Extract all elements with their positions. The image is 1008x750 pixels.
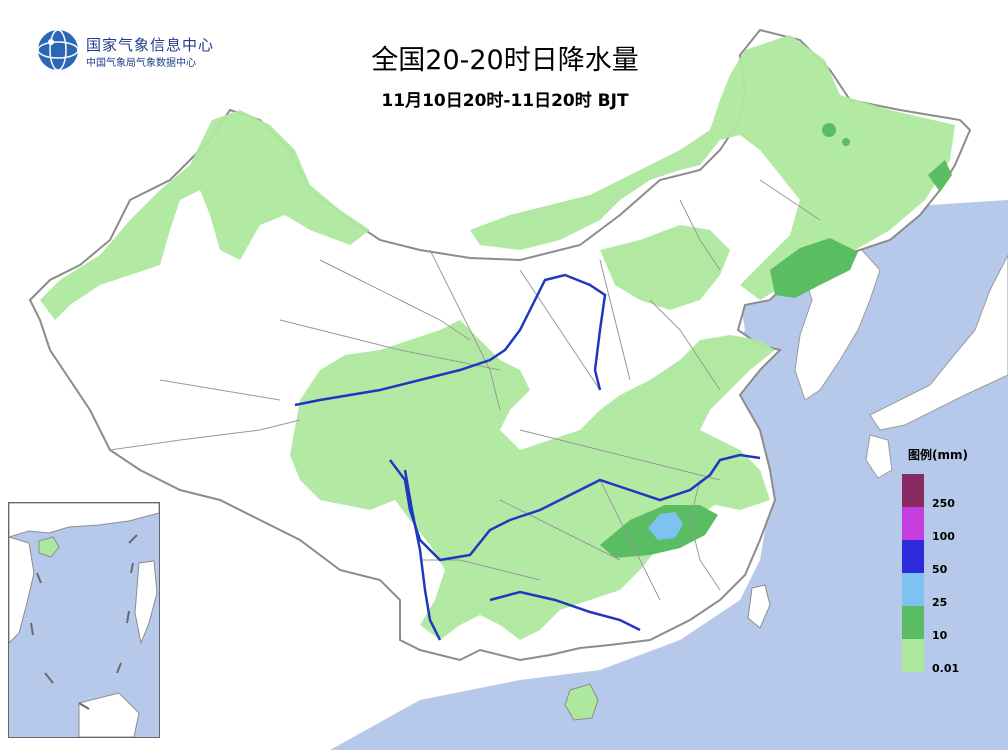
- legend-swatch-25: [902, 573, 924, 606]
- hainan-land: [564, 683, 599, 721]
- japan-land: [869, 254, 1008, 431]
- inset-borneo: [78, 692, 140, 737]
- legend-label-25: 25: [932, 596, 948, 609]
- legend-swatch-100: [902, 507, 924, 540]
- legend-swatch-10: [902, 606, 924, 639]
- inset-hainan: [38, 536, 60, 558]
- legend-label-10: 10: [932, 629, 948, 642]
- legend-label-250: 250: [932, 497, 955, 510]
- legend-swatch-250: [902, 474, 924, 507]
- legend-label-100: 100: [932, 530, 955, 543]
- inset-nine-dash-line: [30, 534, 138, 710]
- org-logo: 国家气象信息中心 中国气象局气象数据中心: [36, 28, 246, 78]
- legend: 图例(mm) 250 100 50 25 10 0.01: [900, 446, 990, 682]
- inset-map: [9, 503, 159, 737]
- precip-moderate-spot-1: [822, 123, 836, 137]
- precip-area-northeast: [470, 35, 955, 300]
- legend-title: 图例(mm): [908, 448, 968, 462]
- globe-icon: [37, 29, 79, 71]
- yangtze-river: [389, 453, 761, 562]
- precip-moderate-liaoning: [770, 238, 858, 298]
- japan-land-south: [865, 434, 893, 479]
- map-title: 全国20-20时日降水量: [371, 45, 639, 76]
- inset-philippines: [134, 560, 158, 645]
- inset-indochina: [9, 536, 35, 644]
- precip-area-southwest: [290, 320, 775, 640]
- lancang-river: [403, 469, 442, 641]
- precip-area-xinjiang-north: [40, 110, 370, 320]
- pearl-river: [489, 590, 641, 632]
- org-name: 国家气象信息中心: [86, 36, 215, 54]
- precip-area-north-china: [600, 225, 730, 310]
- legend-label-50: 50: [932, 563, 948, 576]
- map-subtitle: 11月10日20时-11日20时 BJT: [381, 91, 629, 111]
- south-china-sea-inset: [8, 502, 160, 738]
- rivers: [294, 273, 761, 641]
- precip-light-areas: [40, 35, 955, 640]
- legend-swatch-0-01: [902, 639, 924, 672]
- legend-swatch-50: [902, 540, 924, 573]
- precip-moderate-spot-2: [842, 138, 850, 146]
- legend-label-0-01: 0.01: [932, 662, 960, 675]
- precip-moderate-heilongjiang: [928, 160, 952, 192]
- taiwan-land: [747, 584, 771, 629]
- org-subname: 中国气象局气象数据中心: [86, 58, 196, 69]
- inset-mainland: [9, 503, 159, 538]
- precip-heavy-area: [648, 512, 683, 540]
- province-borders: [109, 179, 821, 601]
- yellow-river: [294, 273, 607, 407]
